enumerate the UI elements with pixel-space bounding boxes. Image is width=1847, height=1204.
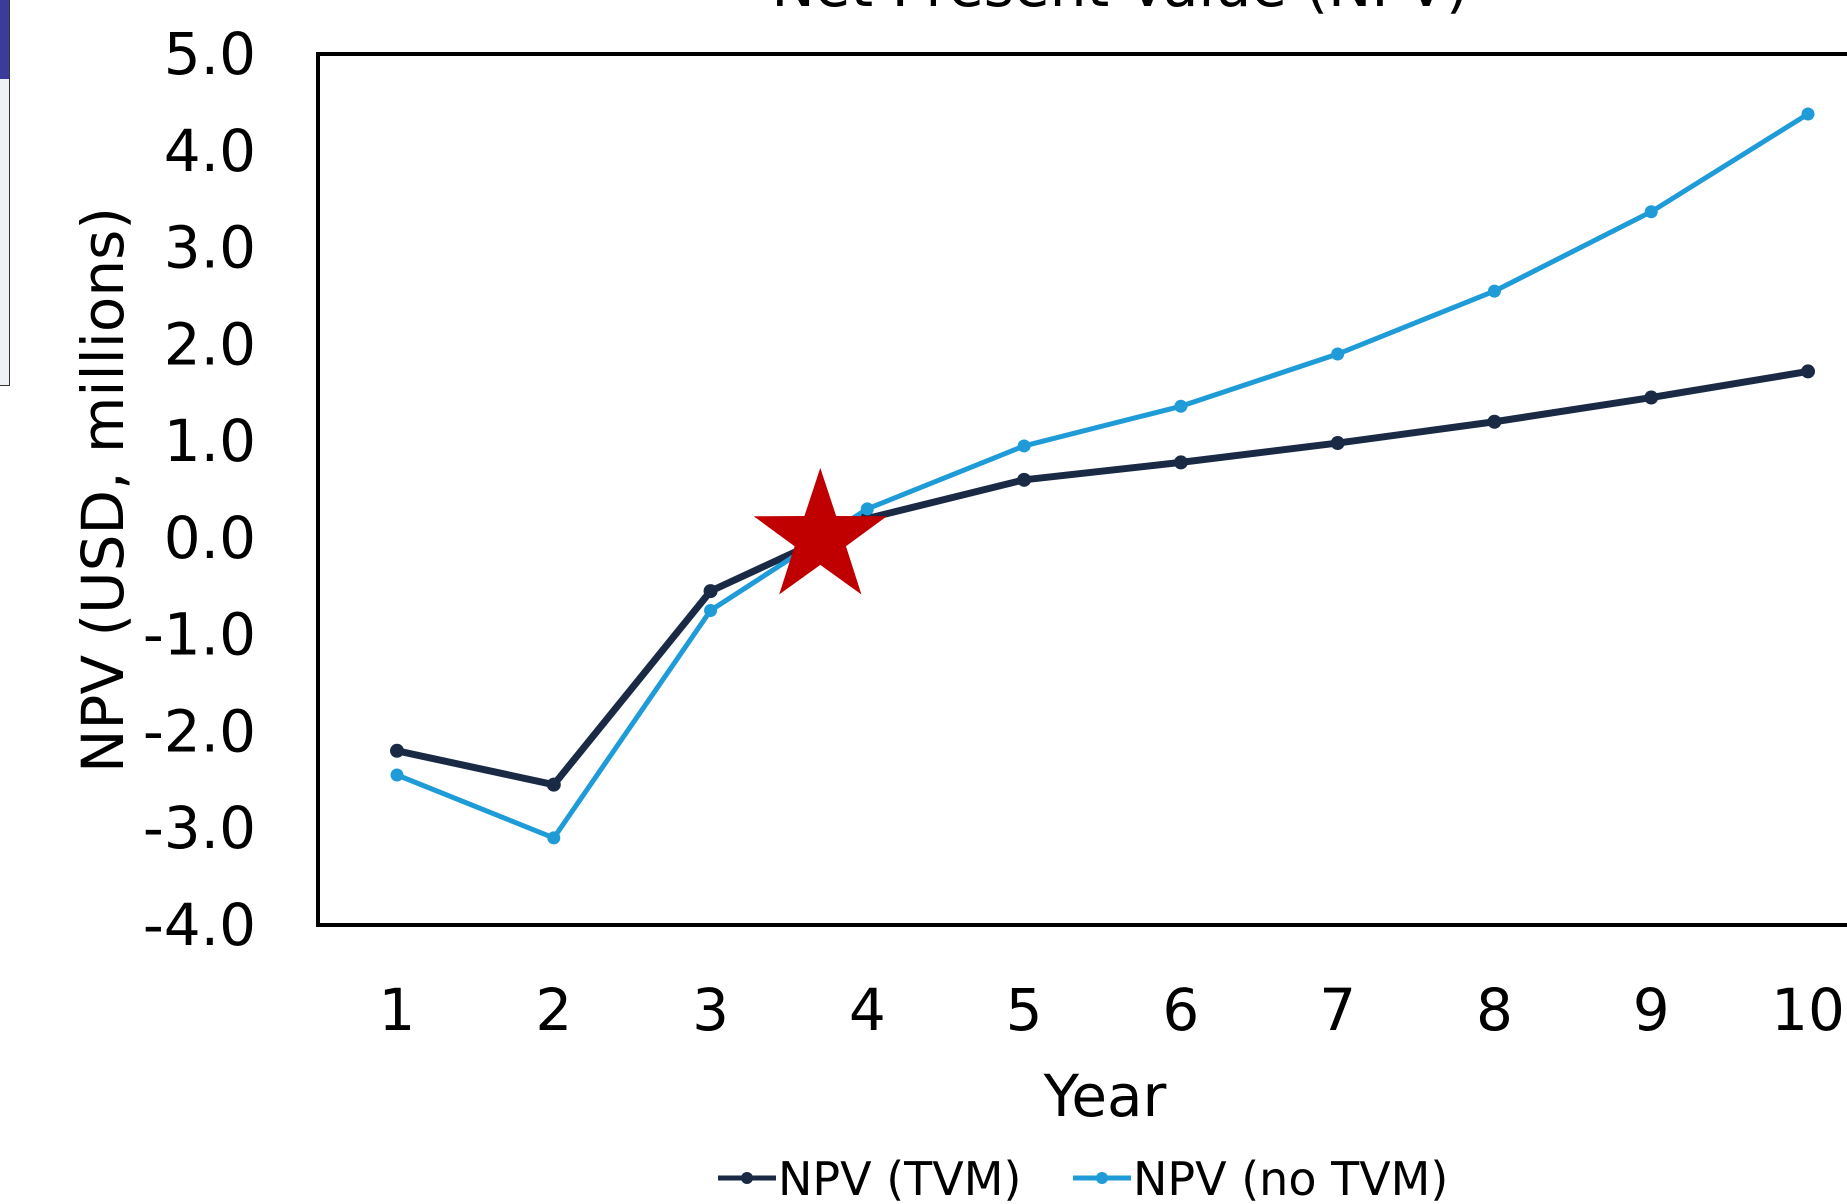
x-tick-label: 8 — [1476, 976, 1513, 1044]
data-point-npv-no-tvm — [1801, 107, 1815, 121]
data-point-npv-tvm — [1644, 390, 1659, 405]
annotation-layer — [753, 467, 887, 595]
y-tick-label: 1.0 — [164, 407, 256, 475]
data-point-npv-no-tvm — [390, 768, 404, 782]
x-tick-label: 4 — [849, 976, 886, 1044]
data-point-npv-no-tvm — [860, 502, 874, 516]
y-axis-tick-labels: 5.0 4.0 3.0 2.0 1.0 0.0 -1.0 -2.0 -3.0 -4.0 — [143, 20, 256, 959]
x-tick-label: 7 — [1319, 976, 1356, 1044]
data-point-npv-no-tvm — [1644, 205, 1658, 219]
series-lines — [396, 111, 1810, 841]
data-point-npv-tvm — [1801, 364, 1815, 379]
x-tick-label: 1 — [379, 976, 416, 1044]
x-tick-label: 10 — [1771, 976, 1845, 1044]
data-point-npv-no-tvm — [1017, 439, 1031, 453]
data-point-npv-tvm — [1173, 455, 1188, 470]
data-point-npv-tvm — [546, 777, 561, 792]
x-tick-label: 3 — [692, 976, 729, 1044]
y-tick-label: -1.0 — [143, 601, 256, 669]
x-tick-label: 9 — [1633, 976, 1670, 1044]
x-axis-tick-labels: 1 2 3 4 5 6 7 8 9 10 — [379, 976, 1845, 1044]
data-point-npv-tvm — [1487, 414, 1502, 429]
legend-label-npv-tvm: NPV (TVM) — [778, 1152, 1021, 1204]
data-point-npv-tvm — [703, 584, 718, 599]
y-tick-label: 4.0 — [164, 117, 256, 185]
x-tick-label: 5 — [1006, 976, 1043, 1044]
legend-marker-npv-tvm — [741, 1172, 753, 1184]
legend-marker-npv-no-tvm — [1096, 1172, 1108, 1184]
series-points — [390, 107, 1815, 845]
data-point-npv-tvm — [1017, 472, 1032, 487]
breakeven-star-marker — [753, 467, 887, 595]
y-tick-label: -4.0 — [143, 891, 256, 959]
x-axis-label: Year — [1043, 1062, 1167, 1130]
y-tick-label: 5.0 — [164, 20, 256, 88]
chart-legend: NPV (TVM) NPV (no TVM) — [718, 1152, 1448, 1204]
y-axis-label: NPV (USD, millions) — [69, 207, 137, 773]
y-tick-label: 3.0 — [164, 214, 256, 282]
data-point-npv-no-tvm — [1487, 284, 1501, 298]
y-tick-label: 0.0 — [164, 504, 256, 572]
data-point-npv-no-tvm — [1331, 347, 1345, 361]
plot-area-frame — [316, 52, 1847, 927]
y-tick-label: 2.0 — [164, 310, 256, 378]
legend-item-npv-tvm: NPV (TVM) — [718, 1152, 1021, 1204]
series-line-npv-no-tvm — [396, 111, 1810, 841]
data-point-npv-tvm — [1330, 436, 1345, 451]
legend-item-npv-no-tvm: NPV (no TVM) — [1073, 1152, 1448, 1204]
y-tick-label: -3.0 — [143, 794, 256, 862]
data-point-npv-no-tvm — [1174, 399, 1188, 413]
y-tick-label: -2.0 — [143, 697, 256, 765]
data-point-npv-no-tvm — [704, 603, 718, 617]
data-point-npv-no-tvm — [547, 831, 561, 845]
data-point-npv-tvm — [390, 743, 404, 758]
left-panel-fragment — [0, 0, 10, 386]
legend-label-npv-no-tvm: NPV (no TVM) — [1133, 1152, 1448, 1204]
series-line-npv-tvm — [396, 367, 1809, 789]
chart-title: Net Present Value (NPV) — [771, 0, 1468, 20]
x-tick-label: 2 — [535, 976, 572, 1044]
x-tick-label: 6 — [1162, 976, 1199, 1044]
